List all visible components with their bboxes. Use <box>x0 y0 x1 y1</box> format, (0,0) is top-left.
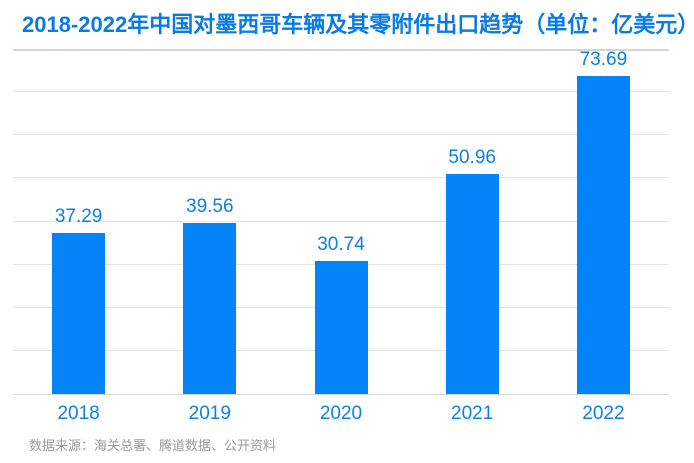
title-divider <box>13 49 669 51</box>
gridline-40 <box>13 220 669 222</box>
bar-value-label-2021: 50.96 <box>448 147 496 169</box>
bar-value-label-2022: 73.69 <box>579 49 628 71</box>
chart-title: 2018-2022年中国对墨西哥车辆及其零附件出口趋势（单位：亿美元） <box>22 12 694 37</box>
bar-value-label-2018: 37.29 <box>54 206 103 228</box>
bar-2020 <box>314 261 368 394</box>
gridline-50 <box>13 177 669 179</box>
x-axis-label-2019: 2019 <box>188 403 231 424</box>
bar-2018 <box>52 233 106 394</box>
data-source: 数据来源：海关总署、腾道数据、公开资料 <box>29 438 277 453</box>
bar-2019 <box>183 223 237 394</box>
gridline-60 <box>13 134 669 136</box>
bar-value-label-2020: 30.74 <box>317 234 365 256</box>
x-axis-label-2022: 2022 <box>582 403 625 424</box>
bar-2022 <box>576 76 630 394</box>
x-axis-label-2021: 2021 <box>451 403 494 424</box>
plot-area: 37.29 39.56 30.74 50.96 73.69 <box>13 49 669 395</box>
x-axis: 2018 2019 2020 2021 2022 <box>13 403 669 425</box>
bar-value-label-2019: 39.56 <box>186 196 234 218</box>
gridline-70 <box>13 91 669 93</box>
bar-2021 <box>445 174 499 394</box>
x-axis-label-2020: 2020 <box>319 403 363 424</box>
x-axis-label-2018: 2018 <box>57 403 100 424</box>
